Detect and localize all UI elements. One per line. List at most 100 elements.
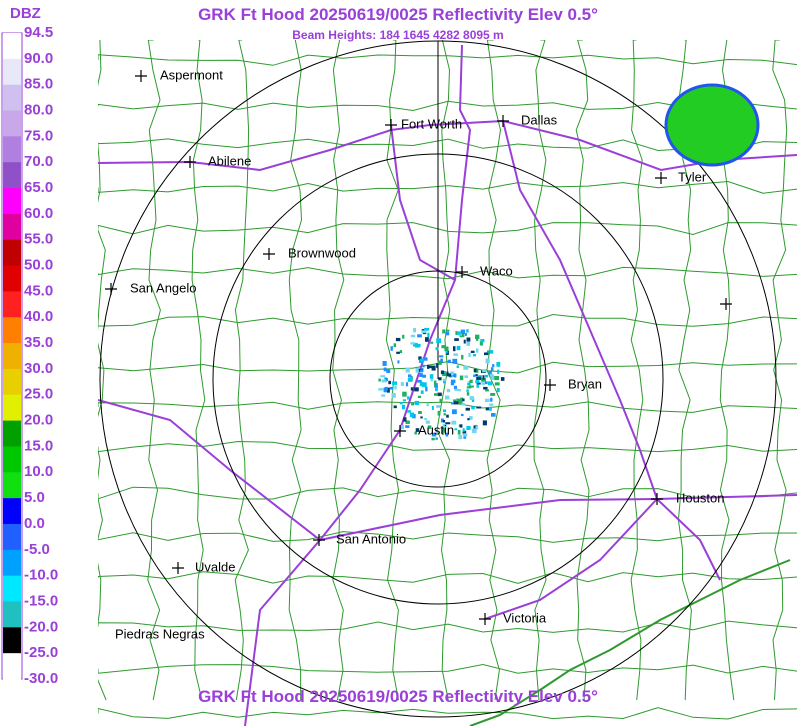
county-line [98,663,797,674]
echo [394,385,397,390]
echo [476,348,479,353]
highway [98,119,797,172]
echo [435,386,438,392]
city-label: Fort Worth [401,116,462,131]
echo [430,341,434,344]
echo [443,409,447,413]
legend-label: 10.0 [24,463,53,480]
city-marker [720,298,732,310]
echo [476,382,481,385]
echo [485,398,490,403]
echo [410,342,415,345]
city-label: Uvalde [195,559,235,574]
echo [490,393,496,396]
echo [459,375,464,381]
county-line [147,40,161,701]
city-label: Victoria [503,610,547,625]
echo [425,386,428,392]
legend-swatch [3,110,21,137]
legend-swatch [3,601,21,628]
echo [443,381,446,384]
echo [393,405,397,409]
echo [451,420,457,425]
county-line [98,180,797,194]
city-label: Austin [418,422,454,437]
echo [466,425,471,430]
legend-label: 80.0 [24,101,53,118]
echo [387,387,390,393]
echo [393,343,397,348]
echo [486,350,490,354]
echo [476,425,479,430]
city-label: Abilene [208,153,251,168]
echo [413,328,417,333]
echo [441,418,444,423]
echo [488,406,492,411]
echo [445,422,451,425]
legend-swatch [3,446,21,473]
echo [450,371,455,375]
legend: 94.5 90.0 85.0 80.0 75.0 70.0 65.0 60.0 55.0 50.0… [1,24,58,687]
echo [492,364,495,368]
echo [405,425,410,428]
echo [458,434,463,440]
echo [443,413,446,416]
echo [496,387,500,393]
echo [447,359,451,364]
echo [489,350,494,354]
echo [442,420,446,423]
legend-swatch [3,213,21,241]
echo [485,407,490,411]
echo [471,406,475,410]
legend-label: 55.0 [24,231,53,248]
city-label: Brownwood [288,245,356,260]
legend-swatch [3,291,21,318]
echo [464,333,467,336]
echo [437,392,442,397]
echo [439,355,444,358]
legend-swatch [3,136,21,163]
county-line [98,531,797,543]
map-area: Aspermont Fort Worth Dallas Abilene Tyler Bro… [98,40,797,726]
legend-swatch [3,394,21,422]
echo [419,373,423,377]
legend-swatch [3,58,21,86]
echo [417,334,422,338]
echo [460,397,464,400]
legend-label: 5.0 [24,489,45,506]
echo [419,358,424,362]
echo [433,380,437,386]
county-line [575,40,590,701]
echo [483,386,488,390]
echo [488,370,492,375]
legend-swatch [3,343,21,370]
echo [378,388,384,391]
echo [485,389,489,392]
legend-label: 35.0 [24,334,53,351]
legend-label: 90.0 [24,50,53,67]
city-label: Bryan [568,376,602,391]
echo [441,345,446,349]
echo [475,334,480,340]
echo [427,425,432,429]
echo [476,406,482,409]
echo [451,379,456,384]
echo [389,387,394,390]
echo [424,327,430,331]
echo-cluster [664,83,760,167]
echo [384,386,388,391]
highway [98,399,797,542]
echo [400,382,404,386]
legend-label: 85.0 [24,76,53,93]
echo [453,353,459,356]
echo [485,358,490,364]
echo [425,337,429,342]
echo [466,389,469,392]
county-line [98,54,797,66]
echo [484,381,488,385]
echo [463,365,469,370]
echo [437,410,441,416]
city-marker [479,613,491,625]
echo [476,376,481,380]
echo [463,433,468,437]
